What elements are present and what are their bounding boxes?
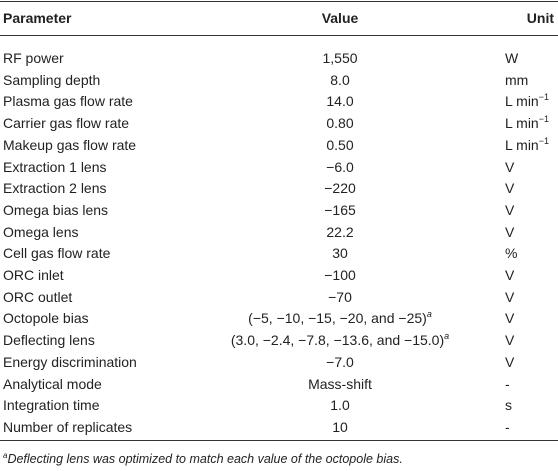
- header-cell: Parameter: [3, 10, 72, 26]
- footnote-text: Deflecting lens was optimized to match e…: [7, 452, 403, 466]
- cell: 0.50: [326, 136, 354, 153]
- superscript: −1: [538, 135, 549, 146]
- cell-text: L min: [505, 136, 539, 153]
- cell-text: (3.0, −2.4, −7.8, −13.6, and −15.0): [230, 332, 445, 349]
- cell: −6.0: [326, 158, 354, 175]
- cell: -: [505, 375, 510, 392]
- cell: −7.0: [326, 353, 354, 370]
- cell: Mass-shift: [308, 375, 372, 392]
- cell: ORC outlet: [3, 288, 73, 305]
- cell: Makeup gas flow rate: [3, 136, 137, 153]
- footnote-mark: a: [3, 451, 8, 460]
- footnote: aDeflecting lens was optimized to match …: [3, 451, 403, 467]
- cell: −100: [324, 267, 356, 283]
- cell: Integration time: [3, 397, 100, 414]
- cell: 8.0: [330, 71, 350, 88]
- cell-text: L min: [505, 115, 539, 132]
- cell: Omega lens: [3, 223, 79, 240]
- cell: 30: [332, 245, 348, 262]
- cell: −220: [324, 180, 356, 197]
- cell: Sampling depth: [3, 71, 101, 88]
- cell: (3.0, −2.4, −7.8, −13.6, and −15.0)a: [231, 331, 449, 349]
- cell: L min−1: [505, 92, 549, 110]
- cell: Plasma gas flow rate: [3, 93, 133, 110]
- cell: −165: [324, 201, 356, 218]
- cell: V: [505, 158, 515, 175]
- cell: 1,550: [322, 50, 358, 66]
- cell: V: [505, 267, 515, 283]
- cell: 14.0: [326, 93, 354, 110]
- cell: Octopole bias: [3, 310, 89, 327]
- header-cell: Unit: [526, 10, 554, 26]
- cell: L min−1: [505, 114, 549, 132]
- cell: Extraction 1 lens: [3, 158, 107, 175]
- header-cell: Value: [321, 10, 359, 26]
- superscript: a: [426, 309, 432, 320]
- cell: Energy discrimination: [3, 353, 137, 370]
- cell: V: [505, 332, 515, 349]
- cell: V: [505, 180, 515, 197]
- cell: Extraction 2 lens: [3, 180, 107, 197]
- cell: 10: [332, 418, 348, 435]
- cell: −70: [328, 288, 352, 305]
- cell: Carrier gas flow rate: [3, 115, 130, 132]
- header-rule: [0, 35, 558, 36]
- cell-text: L min: [505, 93, 539, 110]
- cell: RF power: [3, 50, 64, 66]
- cell: ORC inlet: [3, 267, 64, 283]
- superscript: a: [444, 331, 450, 342]
- cell: W: [505, 50, 519, 66]
- cell: Cell gas flow rate: [3, 245, 111, 262]
- cell: V: [505, 353, 515, 370]
- cell: 0.80: [326, 115, 354, 132]
- superscript: −1: [538, 114, 549, 125]
- cell: (−5, −10, −15, −20, and −25)a: [248, 309, 432, 327]
- top-rule: [0, 1, 558, 2]
- bottom-rule: [0, 440, 558, 441]
- cell: -: [505, 418, 510, 435]
- cell: L min−1: [505, 136, 549, 154]
- cell: mm: [505, 71, 529, 88]
- cell: V: [505, 201, 515, 218]
- cell: Number of replicates: [3, 418, 133, 435]
- superscript: −1: [538, 92, 549, 103]
- cell: V: [505, 310, 515, 327]
- cell: V: [505, 288, 515, 305]
- cell: 1.0: [330, 397, 350, 414]
- cell: %: [505, 245, 518, 262]
- cell: Analytical mode: [3, 375, 102, 392]
- cell: s: [505, 397, 512, 414]
- cell-text: (−5, −10, −15, −20, and −25): [248, 310, 427, 327]
- cell: 22.2: [326, 223, 354, 240]
- cell: Deflecting lens: [3, 332, 95, 349]
- cell: V: [505, 223, 515, 240]
- cell: Omega bias lens: [3, 201, 109, 218]
